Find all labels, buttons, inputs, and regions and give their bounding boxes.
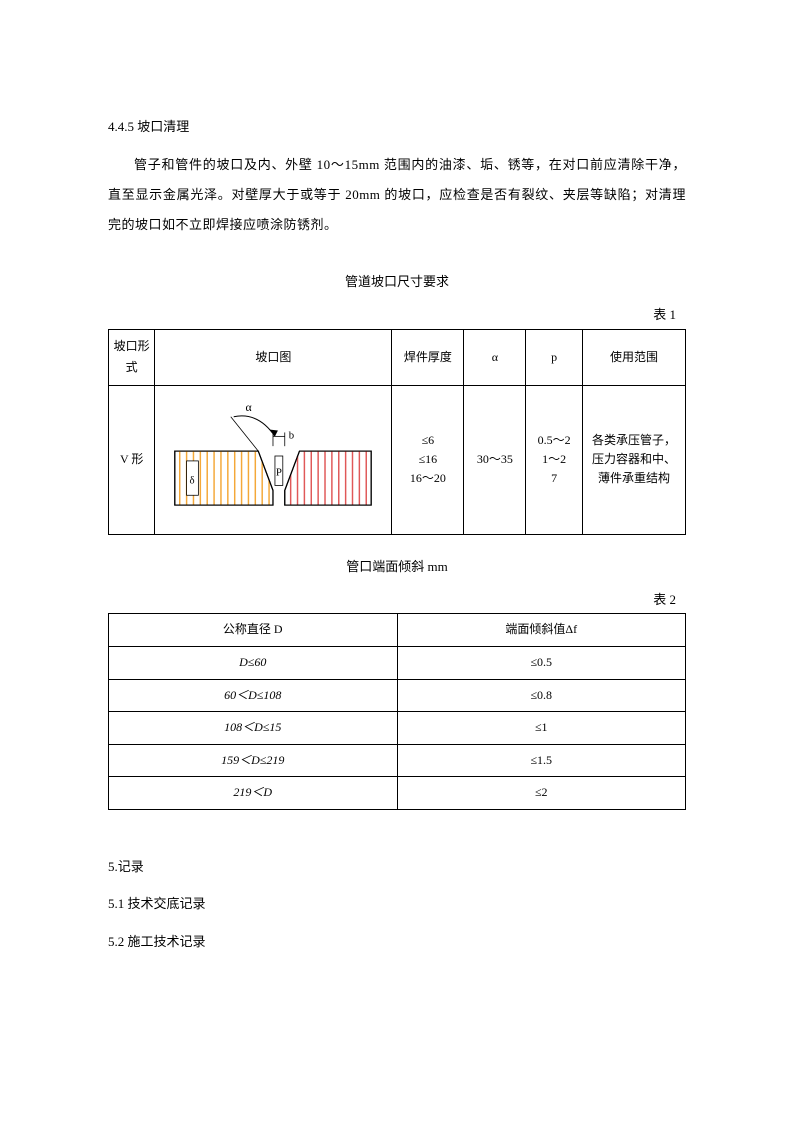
table1: 坡口形式 坡口图 焊件厚度 α p 使用范围 V 形 bbox=[108, 329, 686, 535]
table1-label: 表 1 bbox=[108, 303, 686, 326]
thickness-line-1: ≤6 bbox=[422, 433, 435, 447]
alpha-label: α bbox=[246, 401, 252, 414]
table-row: D≤60 ≤0.5 bbox=[109, 647, 686, 680]
table2-cell-d: 219＜D bbox=[109, 777, 398, 810]
table2-title: 管口端面倾斜 mm bbox=[108, 555, 686, 578]
table2-cell-v: ≤1.5 bbox=[397, 744, 686, 777]
p-label: P bbox=[276, 467, 282, 479]
thickness-line-3: 16～20 bbox=[410, 471, 446, 485]
table2-header-diameter: 公称直径 D bbox=[109, 614, 398, 647]
table1-header-thickness: 焊件厚度 bbox=[392, 329, 464, 385]
p-line-1: 0.5～2 bbox=[538, 433, 571, 447]
table1-title: 管道坡口尺寸要求 bbox=[108, 270, 686, 293]
table1-header-form: 坡口形式 bbox=[109, 329, 155, 385]
b-label: b bbox=[289, 429, 294, 441]
section-5-1: 5.1 技术交底记录 bbox=[108, 892, 686, 915]
table2-label: 表 2 bbox=[108, 588, 686, 611]
table2-cell-v: ≤2 bbox=[397, 777, 686, 810]
table1-header-p: p bbox=[526, 329, 583, 385]
table2-cell-d: D≤60 bbox=[109, 647, 398, 680]
table2-cell-d: 108＜D≤15 bbox=[109, 712, 398, 745]
thickness-line-2: ≤16 bbox=[419, 452, 438, 466]
table-row: 坡口形式 坡口图 焊件厚度 α p 使用范围 bbox=[109, 329, 686, 385]
table2: 公称直径 D 端面倾斜值Δf D≤60 ≤0.5 60＜D≤108 ≤0.8 1… bbox=[108, 613, 686, 810]
table-row: 108＜D≤15 ≤1 bbox=[109, 712, 686, 745]
table2-cell-d: 60＜D≤108 bbox=[109, 679, 398, 712]
table-row: 公称直径 D 端面倾斜值Δf bbox=[109, 614, 686, 647]
table2-header-slope: 端面倾斜值Δf bbox=[397, 614, 686, 647]
angle-arc bbox=[234, 416, 275, 436]
right-hatch bbox=[291, 451, 367, 505]
table1-header-diagram: 坡口图 bbox=[155, 329, 392, 385]
table1-header-alpha: α bbox=[464, 329, 526, 385]
section-heading-445: 4.4.5 坡口清理 bbox=[108, 115, 686, 138]
table2-cell-v: ≤0.8 bbox=[397, 679, 686, 712]
section-5-2: 5.2 施工技术记录 bbox=[108, 930, 686, 953]
p-line-2: 1～2 bbox=[542, 452, 566, 466]
table2-cell-v: ≤1 bbox=[397, 712, 686, 745]
table1-cell-alpha: 30～35 bbox=[464, 386, 526, 535]
table-row: 60＜D≤108 ≤0.8 bbox=[109, 679, 686, 712]
table1-cell-scope: 各类承压管子，压力容器和中、薄件承重结构 bbox=[582, 386, 685, 535]
angle-line bbox=[231, 417, 258, 451]
table-row: 219＜D ≤2 bbox=[109, 777, 686, 810]
table1-header-scope: 使用范围 bbox=[582, 329, 685, 385]
table-row: 159＜D≤219 ≤1.5 bbox=[109, 744, 686, 777]
table-row: V 形 bbox=[109, 386, 686, 535]
paragraph-445: 管子和管件的坡口及内、外壁 10～15mm 范围内的油漆、垢、锈等，在对口前应清… bbox=[108, 150, 686, 240]
table1-cell-thickness: ≤6 ≤16 16～20 bbox=[392, 386, 464, 535]
table2-cell-d: 159＜D≤219 bbox=[109, 744, 398, 777]
table2-cell-v: ≤0.5 bbox=[397, 647, 686, 680]
delta-label: δ bbox=[190, 475, 195, 487]
angle-arrow bbox=[269, 430, 278, 437]
table1-cell-diagram: α b P δ bbox=[155, 386, 392, 535]
groove-diagram-svg: α b P δ bbox=[165, 396, 381, 516]
table1-cell-p: 0.5～2 1～2 7 bbox=[526, 386, 583, 535]
p-line-3: 7 bbox=[551, 471, 557, 485]
table1-cell-form: V 形 bbox=[109, 386, 155, 535]
section-5-heading: 5.记录 bbox=[108, 855, 686, 878]
